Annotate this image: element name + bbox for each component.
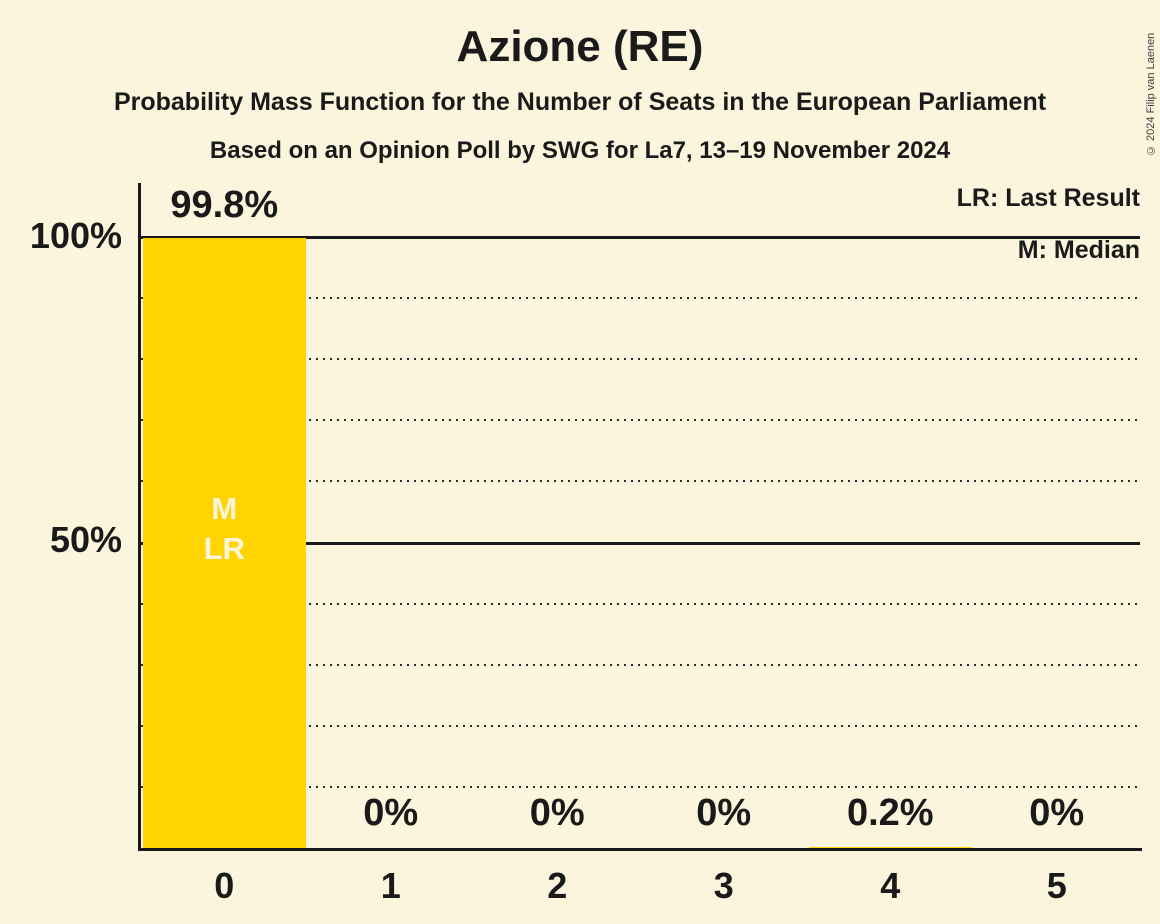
value-label-seat-4: 0.2% [846,792,934,834]
x-axis-category-label-2: 2 [547,865,568,906]
copyright-note: © 2024 Filip van Laenen [1145,32,1157,156]
gridline-dotted-20 [141,724,1140,727]
gridline-dotted-30 [141,663,1140,666]
legend-median: M: Median [1017,236,1140,264]
plot-area: 99.8% 0% 0% 0% 0.2% 0% M LR [141,186,1140,848]
gridline-dotted-10 [141,785,1140,788]
bar-annotation-line: LR [203,531,245,566]
value-label-seat-2: 0% [529,792,585,834]
y-axis-tick-label-50: 50% [49,519,122,560]
x-axis-line [138,848,1142,851]
gridline-dotted-70 [141,419,1140,422]
x-axis-category-label-0: 0 [214,865,235,906]
x-axis-category-label-1: 1 [380,865,401,906]
page-title: Azione (RE) [456,22,704,71]
y-axis-line [138,183,141,851]
x-axis-category-label-3: 3 [713,865,734,906]
x-axis-category-label-5: 5 [1046,865,1067,906]
gridline-solid-50 [141,541,1140,545]
value-label-seat-5: 0% [1029,792,1085,834]
bar-annotation-line: M [211,491,238,526]
poll-info-subtitle: Based on an Opinion Poll by SWG for La7,… [209,137,951,164]
value-label-seat-0: 99.8% [170,184,279,227]
legend-last-result: LR: Last Result [956,184,1140,212]
value-label-seat-3: 0% [696,792,752,834]
bar-annotation-median-lastresult: M LR [141,489,308,569]
gridline-dotted-80 [141,358,1140,361]
bar-seat-4 [808,846,972,848]
gridline-solid-100 [141,236,1140,239]
x-axis-category-label-4: 4 [880,865,901,906]
bar-seat-0 [142,238,306,848]
gridline-dotted-60 [141,480,1140,483]
chart-subtitle: Probability Mass Function for the Number… [113,88,1047,116]
value-label-seat-1: 0% [363,792,419,834]
gridline-dotted-40 [141,602,1140,605]
x-axis-category-labels: 0 1 2 3 4 5 [141,868,1140,908]
y-axis-tick-label-100: 100% [29,215,122,256]
gridline-dotted-90 [141,297,1140,300]
